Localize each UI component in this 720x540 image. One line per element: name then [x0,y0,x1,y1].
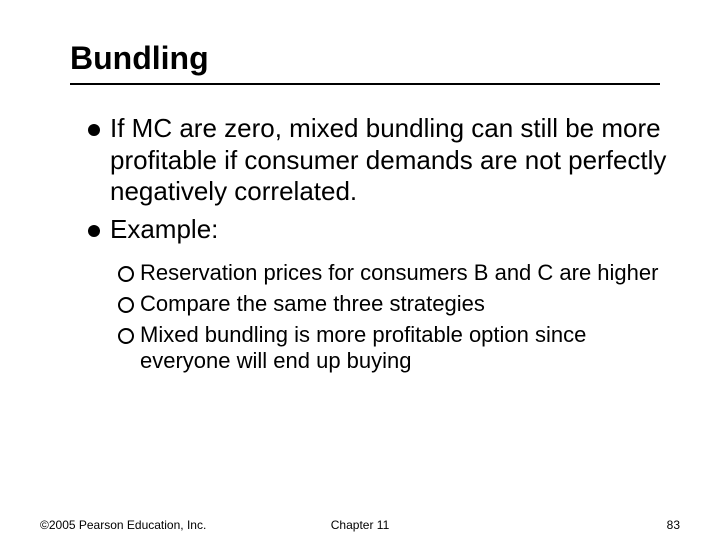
footer-chapter: Chapter 11 [331,518,389,532]
footer-page-number: 83 [667,518,680,532]
slide-title: Bundling [70,40,670,77]
bullet-list-level1: If MC are zero, mixed bundling can still… [70,113,670,246]
list-item: Compare the same three strategies [118,291,670,318]
title-rule [70,83,660,85]
list-item: Reservation prices for consumers B and C… [118,260,670,287]
list-item: If MC are zero, mixed bundling can still… [88,113,670,208]
list-item: Example: [88,214,670,246]
footer-copyright: ©2005 Pearson Education, Inc. [40,518,206,532]
bullet-list-level2: Reservation prices for consumers B and C… [70,260,670,375]
list-item: Mixed bundling is more profitable option… [118,322,670,376]
slide: Bundling If MC are zero, mixed bundling … [0,0,720,540]
